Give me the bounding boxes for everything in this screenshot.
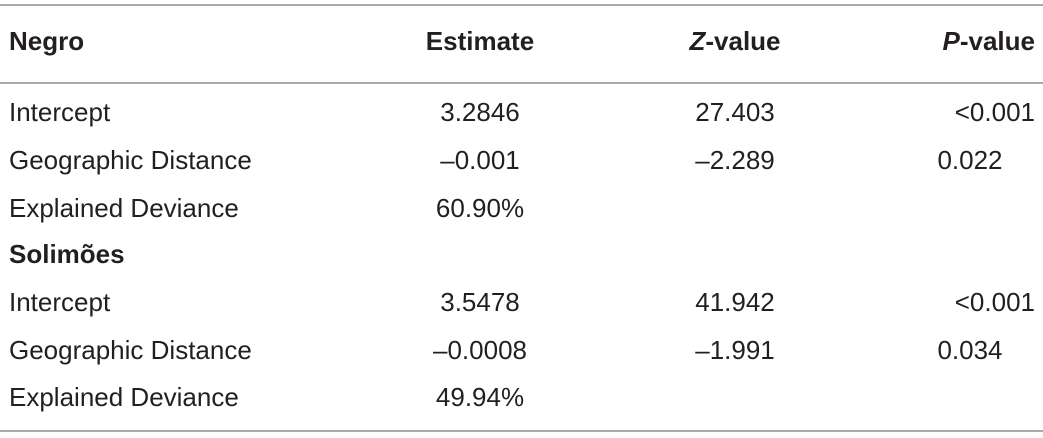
z-cell: 41.942 bbox=[695, 287, 775, 317]
z-cell: –1.991 bbox=[695, 335, 775, 365]
table-row: Explained Deviance 49.94% bbox=[0, 374, 1043, 420]
term-cell: Geographic Distance bbox=[9, 145, 252, 175]
group-heading-row: Solimões bbox=[0, 231, 1043, 277]
estimate-cell: 3.2846 bbox=[440, 97, 520, 127]
estimate-cell: 3.5478 bbox=[440, 287, 520, 317]
table-row: Geographic Distance –0.0008 –1.991 0.034 bbox=[0, 327, 1043, 373]
term-cell: Intercept bbox=[9, 287, 111, 317]
estimate-cell: –0.0008 bbox=[433, 335, 527, 365]
table-header-row: Negro Estimate Z-value P-value bbox=[0, 18, 1043, 64]
term-cell: Explained Deviance bbox=[9, 382, 239, 412]
header-negro: Negro bbox=[9, 26, 85, 56]
header-p-rest: -value bbox=[959, 26, 1035, 56]
p-cell: <0.001 bbox=[954, 287, 1035, 317]
table-row: Intercept 3.5478 41.942 <0.001 bbox=[0, 279, 1043, 325]
estimate-cell: 60.90% bbox=[435, 193, 525, 223]
header-p-value: P-value bbox=[815, 18, 1036, 64]
header-z-rest: -value bbox=[705, 26, 781, 56]
header-estimate: Estimate bbox=[425, 26, 535, 56]
group-name-solimoes: Solimões bbox=[9, 239, 125, 269]
term-cell: Intercept bbox=[9, 97, 111, 127]
header-z-var: Z bbox=[689, 26, 706, 56]
z-cell: 27.403 bbox=[695, 97, 775, 127]
p-cell: 0.022 bbox=[937, 145, 1003, 175]
estimate-cell: 49.94% bbox=[435, 382, 525, 412]
z-cell: –2.289 bbox=[695, 145, 775, 175]
top-rule bbox=[0, 4, 1043, 6]
term-cell: Geographic Distance bbox=[9, 335, 252, 365]
table-row: Intercept 3.2846 27.403 <0.001 bbox=[0, 89, 1043, 135]
p-cell: <0.001 bbox=[954, 97, 1035, 127]
term-cell: Explained Deviance bbox=[9, 193, 239, 223]
header-z-value: Z-value bbox=[615, 18, 855, 64]
header-p-var: P bbox=[942, 26, 960, 56]
table-row: Explained Deviance 60.90% bbox=[0, 185, 1043, 231]
header-rule bbox=[0, 82, 1043, 84]
bottom-rule bbox=[0, 430, 1043, 432]
table-row: Geographic Distance –0.001 –2.289 0.022 bbox=[0, 137, 1043, 183]
p-cell: 0.034 bbox=[937, 335, 1003, 365]
estimate-cell: –0.001 bbox=[440, 145, 520, 175]
